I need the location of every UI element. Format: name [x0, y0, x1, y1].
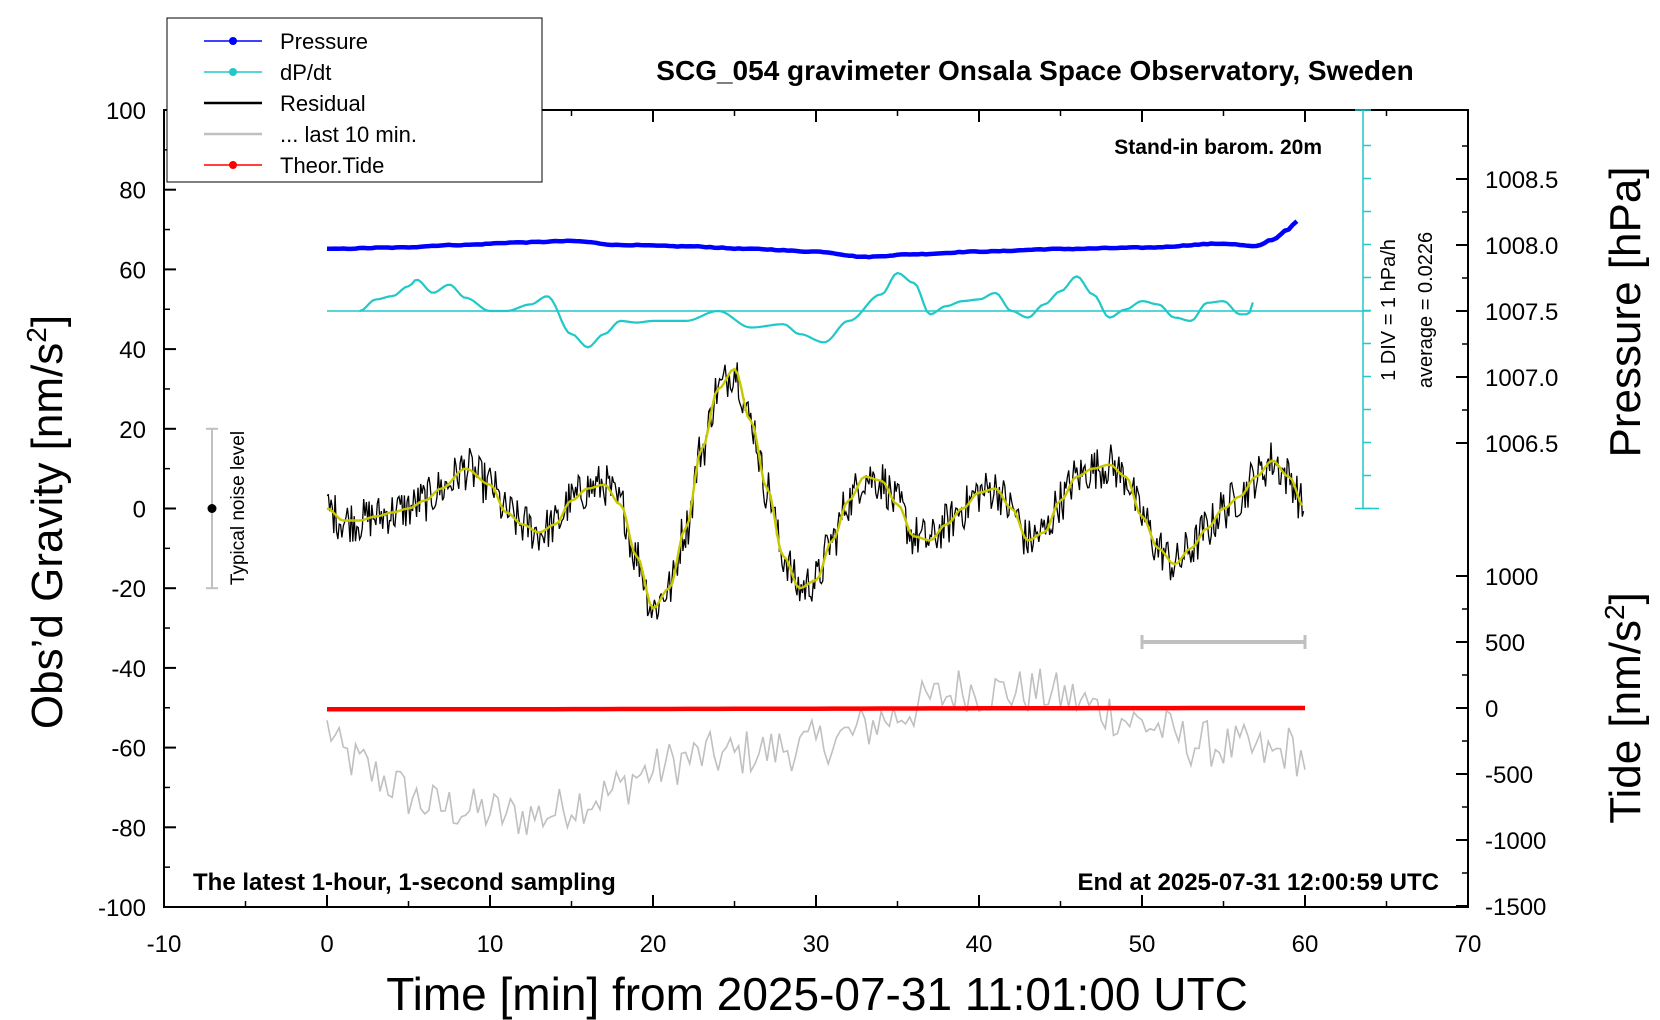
y-tick-label: -20	[111, 576, 146, 603]
tide-tick-label: -1500	[1485, 894, 1546, 921]
y-tick-label: 0	[133, 497, 146, 524]
legend-label-0: Pressure	[280, 29, 368, 54]
tide-tick-label: 500	[1485, 630, 1525, 657]
x-tick-label: 50	[1129, 931, 1156, 958]
tide-tick-label: -1000	[1485, 828, 1546, 855]
x-tick-label: 10	[477, 931, 504, 958]
tide-tick-label: 0	[1485, 696, 1498, 723]
pressure-tick-label: 1008.0	[1485, 233, 1558, 260]
y-tick-label: -40	[111, 656, 146, 683]
legend-marker-1	[229, 68, 237, 76]
legend-label-1: dP/dt	[280, 60, 331, 85]
noise-level-dot	[207, 504, 217, 513]
pressure-tick-label: 1007.5	[1485, 299, 1558, 326]
tide-tick-label: -500	[1485, 762, 1533, 789]
y-tick-label: 40	[119, 337, 146, 364]
stand-in-barometer-note: Stand-in barom. 20m	[1114, 136, 1322, 159]
series-dpdt	[359, 271, 1254, 349]
tide-tick-label: 1000	[1485, 564, 1538, 591]
series-group	[326, 219, 1306, 835]
pressure-tick-label: 1008.5	[1485, 167, 1558, 194]
legend-label-3: ... last 10 min.	[280, 122, 417, 147]
chart-title: SCG_054 gravimeter Onsala Space Observat…	[656, 55, 1413, 86]
x-tick-label: 40	[966, 931, 993, 958]
legend-label-4: Theor.Tide	[280, 153, 384, 178]
legend-box	[166, 17, 543, 183]
series-last-10-min	[326, 668, 1306, 835]
pressure-tick-label: 1007.0	[1485, 365, 1558, 392]
footer-right-note: End at 2025-07-31 12:00:59 UTC	[1078, 869, 1440, 896]
x-tick-label: 70	[1455, 931, 1482, 958]
x-tick-label: -10	[147, 931, 182, 958]
x-axis-label: Time [min] from 2025-07-31 11:01:00 UTC	[386, 968, 1248, 1020]
x-tick-label: 20	[640, 931, 667, 958]
legend-marker-0	[229, 37, 237, 45]
legend-marker-4	[229, 161, 237, 169]
y-tick-label: -60	[111, 736, 146, 763]
y-tick-label: -80	[111, 815, 146, 842]
y-tick-label: 80	[119, 178, 146, 205]
y-axis-label-pressure: Pressure [hPa]	[1601, 166, 1650, 457]
y-axis-label-tide: Tide [nm/s2]	[1599, 592, 1650, 824]
x-tick-label: 30	[803, 931, 830, 958]
legend: Pressure dP/dt Residual ... last 10 min. The…	[166, 17, 543, 183]
axes-group: -10 0 10 20 30 40 50 60 70100806040200-20-40-60-…	[98, 98, 1558, 958]
x-tick-label: 0	[320, 931, 333, 958]
series-residual-smoothed	[326, 367, 1303, 610]
y-tick-label: 20	[119, 417, 146, 444]
series-theor-tide	[327, 705, 1305, 712]
plot-frame	[163, 109, 1469, 908]
y-tick-label: 100	[106, 98, 146, 125]
average-label: average = 0.0226	[1415, 232, 1437, 388]
y-tick-label: -100	[98, 895, 146, 922]
y-tick-label: 60	[119, 257, 146, 284]
y-axis-label-left: Obs’d Gravity [nm/s2]	[21, 315, 72, 729]
pressure-tick-label: 1006.5	[1485, 431, 1558, 458]
noise-level-label: Typical noise level	[228, 431, 249, 585]
div-scale-label: 1 DIV = 1 hPa/h	[1378, 239, 1400, 381]
y-axis-label-tide-sup: 2	[1599, 604, 1630, 620]
series-pressure	[326, 219, 1299, 260]
legend-label-2: Residual	[280, 91, 366, 116]
x-tick-label: 60	[1292, 931, 1319, 958]
series-residual	[326, 362, 1305, 620]
annotation-marks	[206, 109, 1379, 649]
y-axis-label-left-sup: 2	[21, 327, 52, 343]
footer-left-note: The latest 1-hour, 1-second sampling	[193, 869, 616, 896]
